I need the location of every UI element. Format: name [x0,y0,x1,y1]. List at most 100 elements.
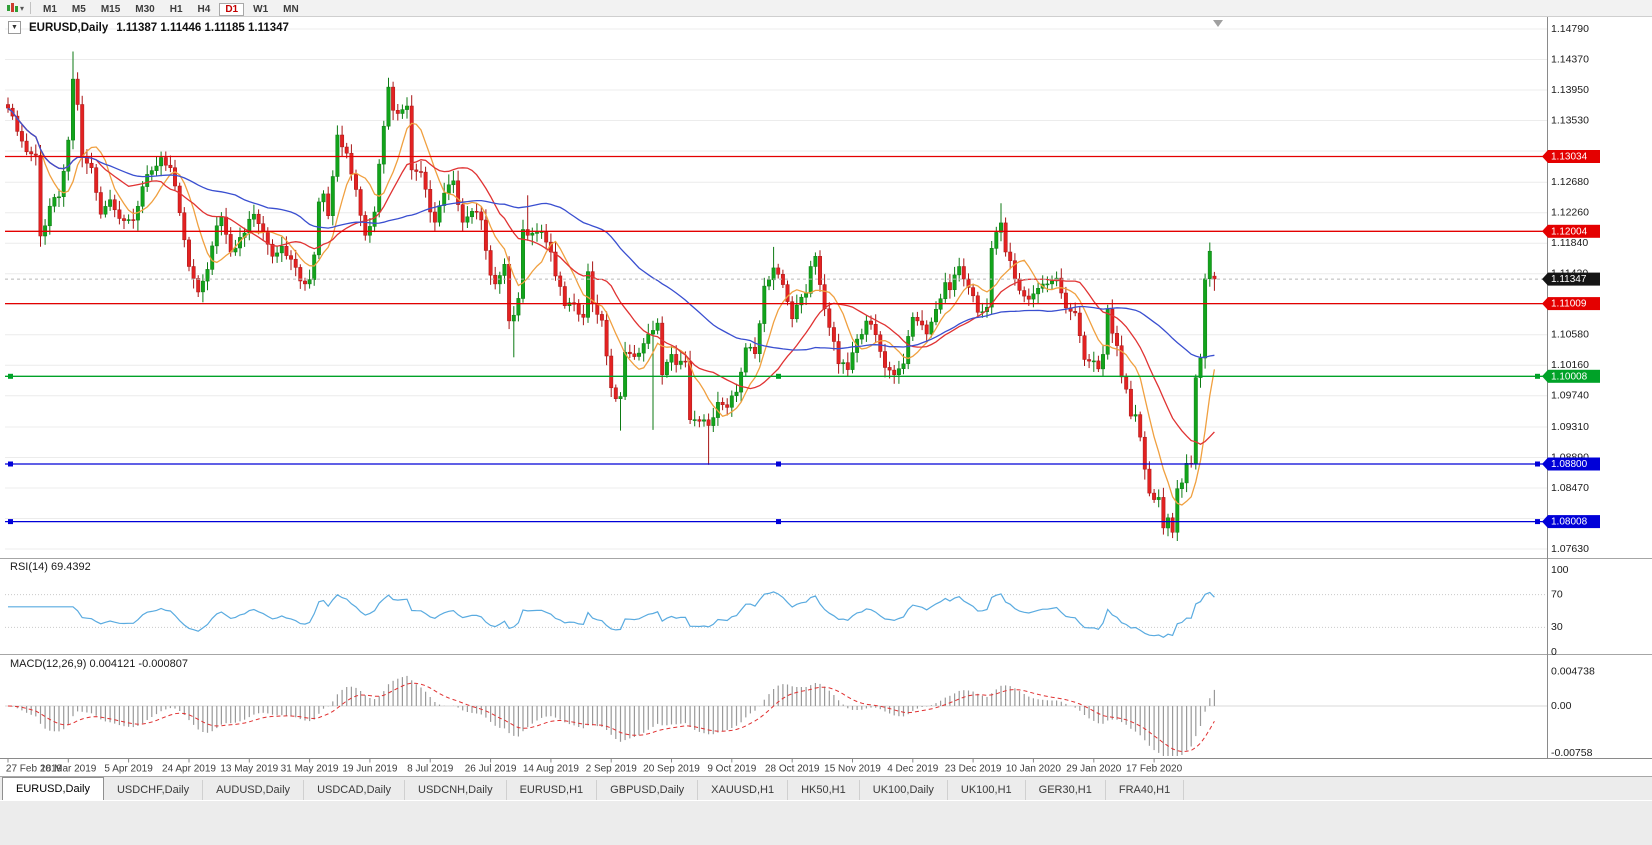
svg-text:1.08008: 1.08008 [1551,517,1588,528]
svg-text:15 Nov 2019: 15 Nov 2019 [824,764,881,775]
svg-text:70: 70 [1551,588,1563,600]
svg-text:9 Oct 2019: 9 Oct 2019 [707,764,756,775]
svg-text:0: 0 [1551,646,1557,658]
svg-text:1.14790: 1.14790 [1551,23,1589,35]
chart-type-icon[interactable] [4,1,20,15]
svg-text:0.00: 0.00 [1551,700,1572,712]
horizontal-level-lines[interactable] [5,155,1547,525]
price-level-labels: 1.13034 1.12004 1.11009 1.10008 1.08800 1.080… [1542,150,1600,529]
svg-text:26 Jul 2019: 26 Jul 2019 [465,764,517,775]
chart-tab-bar: EURUSD,Daily USDCHF,Daily AUDUSD,Daily USDC… [0,776,1652,800]
svg-text:27 Feb 2019: 27 Feb 2019 [6,764,63,775]
timeframe-button-d1[interactable]: D1 [219,3,245,16]
svg-text:14 Aug 2019: 14 Aug 2019 [523,764,580,775]
chart-tab-audusd-daily[interactable]: AUDUSD,Daily [203,780,305,800]
chart-tab-eurusd-daily[interactable]: EURUSD,Daily [2,777,104,800]
svg-text:1.12004: 1.12004 [1551,226,1588,237]
moving-average-20 [7,107,1215,445]
chart-tab-gbpusd-daily[interactable]: GBPUSD,Daily [597,780,699,800]
svg-text:20 Sep 2019: 20 Sep 2019 [643,764,700,775]
timeframe-button-h4[interactable]: H4 [197,4,211,15]
svg-text:17 Feb 2020: 17 Feb 2020 [1126,764,1183,775]
rsi-label: RSI(14) 69.4392 [10,561,91,573]
svg-text:30: 30 [1551,621,1563,633]
svg-text:13 May 2019: 13 May 2019 [220,764,278,775]
timeframe-button-m5[interactable]: M5 [71,4,86,15]
timeframe-button-m30[interactable]: M30 [135,4,155,15]
svg-text:100: 100 [1551,564,1569,576]
svg-text:1.13034: 1.13034 [1551,152,1588,163]
svg-text:1.08470: 1.08470 [1551,482,1589,494]
ohlc-info-line: ▼ EURUSD,Daily 1.11387 1.11446 1.11185 1… [8,21,289,34]
price-grid [5,28,1547,550]
timeframe-button-h1[interactable]: H1 [169,4,183,15]
symbol-period-label: EURUSD,Daily [29,21,109,34]
svg-text:1.07630: 1.07630 [1551,543,1589,555]
svg-text:1.13530: 1.13530 [1551,114,1589,126]
svg-text:4 Dec 2019: 4 Dec 2019 [887,764,939,775]
chart-tab-uk100-h1[interactable]: UK100,H1 [948,780,1026,800]
toolbar-separator [30,2,32,14]
svg-text:31 May 2019: 31 May 2019 [281,764,339,775]
price-axis[interactable]: 1.14790 1.14370 1.13950 1.13530 1.12680 1.122… [1551,23,1595,759]
svg-text:29 Jan 2020: 29 Jan 2020 [1066,764,1121,775]
moving-average-50 [7,107,1215,359]
svg-text:8 Jul 2019: 8 Jul 2019 [407,764,454,775]
svg-text:2 Sep 2019: 2 Sep 2019 [586,764,638,775]
chart-tab-fra40-h1[interactable]: FRA40,H1 [1106,780,1185,800]
svg-text:18 Mar 2019: 18 Mar 2019 [40,764,97,775]
svg-text:28 Oct 2019: 28 Oct 2019 [765,764,820,775]
symbol-menu-icon[interactable]: ▼ [8,21,21,34]
rsi-pane[interactable] [5,591,1547,638]
timeframe-button-m1[interactable]: M1 [43,4,57,15]
svg-text:1.10008: 1.10008 [1551,371,1588,382]
svg-text:1.10160: 1.10160 [1551,359,1589,371]
chart-tab-ger30-h1[interactable]: GER30,H1 [1026,780,1106,800]
chart-tab-usdchf-daily[interactable]: USDCHF,Daily [104,780,204,800]
status-bar [0,800,1652,845]
chart-shift-marker[interactable] [1213,20,1223,27]
svg-text:19 Jun 2019: 19 Jun 2019 [342,764,397,775]
macd-label: MACD(12,26,9) 0.004121 -0.000807 [10,658,188,670]
svg-text:1.13950: 1.13950 [1551,84,1589,96]
timeframe-button-m15[interactable]: M15 [100,4,121,15]
candlestick-chart-glyph [6,3,18,12]
svg-text:5 Apr 2019: 5 Apr 2019 [104,764,153,775]
svg-text:0.004738: 0.004738 [1551,666,1595,678]
chart-tab-usdcnh-daily[interactable]: USDCNH,Daily [405,780,507,800]
chart-tab-uk100-daily[interactable]: UK100,Daily [860,780,948,800]
chart-tab-eurusd-h1[interactable]: EURUSD,H1 [507,780,598,800]
rsi-line [8,591,1215,638]
moving-average-8 [7,107,1216,506]
candlestick-series[interactable] [6,51,1217,542]
svg-text:1.09310: 1.09310 [1551,421,1589,433]
svg-text:1.14370: 1.14370 [1551,53,1589,65]
timeframe-button-mn[interactable]: MN [283,4,299,15]
svg-text:1.11347: 1.11347 [1551,274,1587,285]
macd-pane[interactable] [5,675,1547,756]
chart-tab-xauusd-h1[interactable]: XAUUSD,H1 [698,780,789,800]
svg-text:24 Apr 2019: 24 Apr 2019 [162,764,216,775]
timeframe-buttons: M1 M5 M15 M30 H1 H4 D1 W1 MN [37,0,308,17]
macd-signal-line [7,682,1215,753]
svg-text:1.08800: 1.08800 [1551,459,1588,470]
svg-text:1.12680: 1.12680 [1551,176,1589,188]
chart-type-dropdown-icon[interactable]: ▾ [20,3,25,13]
chart-background[interactable] [0,17,1652,776]
chart-tab-usdcad-daily[interactable]: USDCAD,Daily [304,780,406,800]
svg-text:-0.00758: -0.00758 [1551,747,1593,759]
timeframe-toolbar: ▾ M1 M5 M15 M30 H1 H4 D1 W1 MN [0,0,1652,17]
svg-text:1.11009: 1.11009 [1551,299,1587,310]
chart-tab-hk50-h1[interactable]: HK50,H1 [788,780,860,800]
svg-text:1.11840: 1.11840 [1551,237,1588,249]
ohlc-values: 1.11387 1.11446 1.11185 1.11347 [116,21,289,34]
svg-text:1.10580: 1.10580 [1551,329,1589,341]
svg-text:1.12260: 1.12260 [1551,206,1589,218]
timeframe-button-w1[interactable]: W1 [253,4,269,15]
svg-text:23 Dec 2019: 23 Dec 2019 [945,764,1002,775]
svg-text:10 Jan 2020: 10 Jan 2020 [1006,764,1061,775]
svg-text:1.09740: 1.09740 [1551,390,1589,402]
